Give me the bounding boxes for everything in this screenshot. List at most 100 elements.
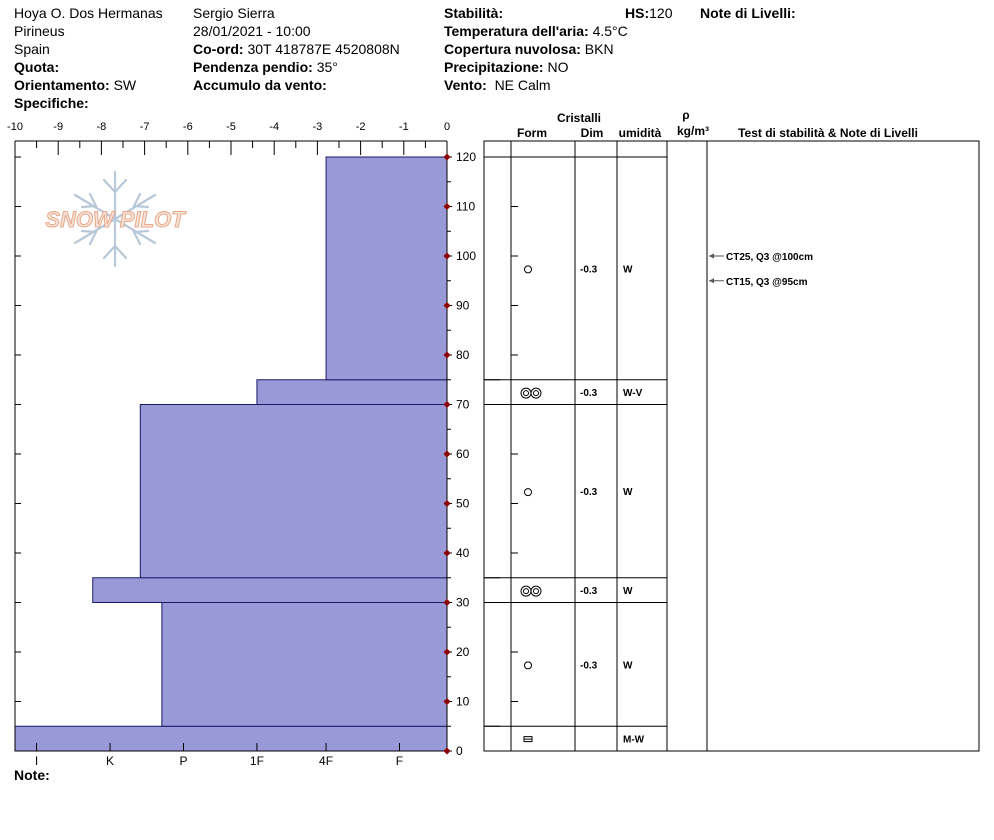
slope-label: Pendenza pendio:: [193, 59, 313, 75]
height-tick-label: 100: [456, 249, 476, 263]
hs-label: HS:: [625, 5, 650, 21]
orientation-label: Orientamento:: [14, 77, 110, 93]
height-tick-label: 120: [456, 150, 476, 164]
air-temp-value: 4.5°C: [592, 23, 628, 39]
hardness-tick-label: K: [106, 754, 114, 768]
wind-loading-label: Accumulo da vento:: [193, 77, 327, 93]
arrow-left-icon: [709, 278, 714, 284]
form-header: Form: [517, 126, 547, 140]
height-tick-label: 10: [456, 695, 470, 709]
table-frame: [483, 140, 980, 752]
height-marker: [443, 252, 451, 260]
height-marker: [443, 549, 451, 557]
hardness-bar-2: [92, 577, 448, 603]
height-marker: [443, 203, 451, 210]
form-double-ring-icon: [530, 585, 542, 597]
snowpilot-logo: SNOW PILOT: [45, 170, 187, 268]
form-double-ring-icon: [520, 585, 532, 597]
height-tick-label: 110: [456, 200, 475, 214]
form-double-ring-icon: [523, 390, 529, 397]
wind-row: Vento: NE Calm: [444, 76, 551, 94]
top-tick-label: -6: [183, 121, 193, 133]
height-tick-label: 90: [456, 299, 470, 313]
dim-value: -0.3: [580, 660, 598, 671]
stability-label: Stabilità:: [444, 5, 504, 21]
height-marker: [443, 698, 451, 705]
top-tick-label: -8: [97, 121, 107, 133]
wind-value: NE Calm: [494, 77, 551, 93]
top-tick-label: -1: [399, 121, 409, 133]
cloud-row: Copertura nuvolosa: BKN: [444, 40, 614, 58]
form-double-ring-icon: [523, 588, 529, 595]
height-marker: [443, 599, 451, 606]
top-tick-label: -5: [226, 121, 236, 133]
humidity-header: umidità: [619, 126, 662, 140]
humidity-value: W: [623, 264, 633, 275]
orientation-row: Orientamento: SW: [14, 76, 136, 94]
height-marker: [443, 401, 451, 408]
precip-label: Precipitazione:: [444, 59, 544, 75]
precip-row: Precipitazione: NO: [444, 58, 568, 76]
hardness-tick-label: P: [179, 754, 187, 768]
top-tick-label: -9: [53, 121, 63, 133]
height-tick-label: 0: [456, 744, 463, 758]
form-circle-icon: [524, 661, 532, 670]
top-tick-label: 0: [444, 121, 450, 133]
height-marker: [443, 500, 451, 507]
orientation-value: SW: [113, 77, 137, 93]
coord-label: Co-ord:: [193, 41, 244, 57]
air-temp-row: Temperatura dell'aria: 4.5°C: [444, 22, 628, 40]
hardness-tick-label: F: [396, 754, 403, 768]
top-tick-label: -10: [7, 121, 23, 133]
location-name: Hoya O. Dos Hermanas: [14, 5, 163, 21]
dim-value: -0.3: [580, 388, 598, 399]
height-marker: [443, 153, 451, 161]
rho-header: ρ: [682, 108, 689, 122]
observation-datetime: 28/01/2021 - 10:00: [193, 23, 311, 39]
form-circle-icon: [524, 488, 532, 497]
form-double-ring-icon: [520, 387, 532, 399]
dim-value: -0.3: [580, 586, 598, 597]
height-tick-label: 50: [456, 497, 470, 511]
height-tick-label: 30: [456, 596, 470, 610]
height-marker: [443, 302, 451, 309]
height-tick-label: 70: [456, 398, 470, 412]
cloud-label: Copertura nuvolosa:: [444, 41, 581, 57]
height-tick-label: 60: [456, 447, 470, 461]
hs-row: HS:120: [625, 4, 672, 22]
observer-name: Sergio Sierra: [193, 5, 275, 21]
crystals-header: Cristalli: [557, 111, 601, 125]
stability-test-label: CT15, Q3 @95cm: [726, 277, 808, 288]
humidity-value: W: [623, 487, 633, 498]
top-tick-label: -7: [140, 121, 150, 133]
dim-value: -0.3: [580, 264, 598, 275]
humidity-value: W: [623, 660, 633, 671]
humidity-value: W-V: [623, 388, 643, 399]
dim-header: Dim: [581, 126, 604, 140]
hardness-bar-3: [139, 404, 448, 579]
cloud-value: BKN: [584, 41, 614, 57]
humidity-value: W: [623, 586, 633, 597]
hardness-tick-label: I: [35, 754, 38, 768]
air-temp-label: Temperatura dell'aria:: [444, 23, 589, 39]
height-tick-label: 20: [456, 645, 470, 659]
layer-notes-label: Note di Livelli:: [700, 5, 796, 21]
country-name: Spain: [14, 41, 50, 57]
logo-text: SNOW PILOT: [45, 207, 186, 232]
coord-row: Co-ord: 30T 418787E 4520808N: [193, 40, 400, 58]
dim-value: -0.3: [580, 487, 598, 498]
form-double-ring-icon: [533, 390, 539, 397]
form-double-ring-icon: [530, 387, 542, 399]
height-marker: [443, 450, 451, 458]
form-double-ring-icon: [533, 588, 539, 595]
hardness-bar-1: [161, 602, 448, 727]
precip-value: NO: [547, 59, 569, 75]
hardness-bar-0: [14, 725, 448, 752]
height-tick-label: 80: [456, 348, 470, 362]
region-name: Pirineus: [14, 23, 65, 39]
top-tick-label: -2: [356, 121, 366, 133]
density-unit-header: kg/m³: [677, 124, 709, 138]
note-label: Note:: [14, 767, 50, 783]
height-marker: [443, 351, 451, 359]
stability-test-label: CT25, Q3 @100cm: [726, 252, 813, 263]
